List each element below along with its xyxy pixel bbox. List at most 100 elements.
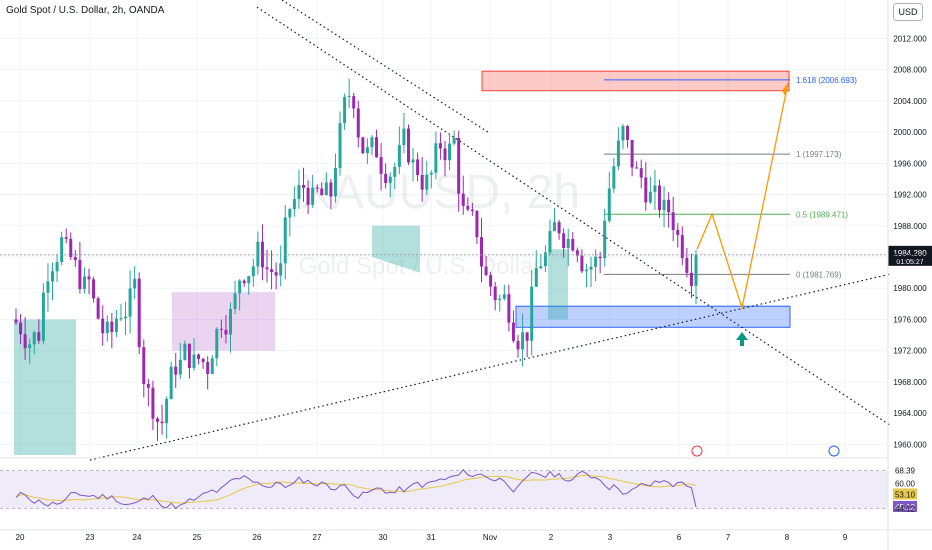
candle-body [489,275,493,287]
candle-body [671,212,675,230]
candle-body [219,328,223,330]
candle-body [320,188,324,196]
candle-body [429,172,433,175]
candle-body [228,308,232,335]
candle-body [484,266,488,276]
candle-body [55,262,59,272]
candle-body [361,137,365,154]
countdown-label: 01:05:27 [896,259,923,266]
candle-body [584,269,588,272]
candle-body [270,269,274,273]
fib-label: 1.618 (2006.693) [796,76,857,85]
event-icon [691,445,703,457]
support-zone [515,305,791,328]
time-tick-label: 31 [427,533,436,542]
candle-body [667,199,671,213]
time-tick-label: Nov [483,533,497,542]
candle-body [60,237,64,263]
candle-body [480,237,484,267]
candle-body [566,238,570,248]
candle-body [41,292,45,341]
candle-body [238,280,242,294]
candle-body [73,257,77,261]
candle-body [274,272,278,276]
candle-body [356,108,360,138]
candle-body [420,175,424,190]
candle-body [19,322,23,335]
candle-body [470,209,474,212]
current-price-label: 1984.280 [893,249,927,258]
candle-body [612,166,616,189]
rsi-axis-label: 44.12 [895,505,916,514]
currency-button[interactable]: USD [893,3,923,21]
candle-body [247,276,251,284]
candle-body [256,241,260,267]
trend-fill-2 [372,225,420,273]
candle-body [101,318,105,334]
candle-body [82,276,86,290]
candle-body [87,276,91,280]
candle-body [155,418,159,422]
rsi-axis-label: 53.10 [895,490,916,499]
watermark-symbol: XAUUSD, 2h [300,166,580,219]
candle-body [525,332,529,341]
candle-body [616,140,620,167]
candle-body [210,358,214,374]
candle-body [242,280,246,284]
rsi-tag [893,488,917,500]
candle-body [343,96,347,124]
time-tick-label: 30 [379,533,388,542]
candle-body [388,176,392,184]
candle-body [260,241,264,268]
candle-body [662,199,666,211]
watermark-name: Gold Spot / U.S. Dollar [299,253,542,280]
projection [691,82,840,457]
candle-body [548,231,552,253]
price-tick-label: 1976.000 [893,315,927,324]
time-tick-label: 24 [133,533,142,542]
candle-body [288,209,292,218]
candle-body [543,252,547,267]
time-tick-label: 27 [313,533,322,542]
candle-body [197,354,201,359]
time-tick-label: 20 [16,533,25,542]
candle-body [64,237,68,239]
candle-body [375,137,379,158]
chart-title: Gold Spot / U.S. Dollar, 2h, OANDA [6,5,165,16]
candle-body [151,387,155,419]
candle-body [511,322,515,341]
candle-body [46,281,50,293]
resistance-zone [481,70,790,92]
candle-body [644,177,648,203]
time-tick-label: 7 [726,533,731,542]
candle-body [562,233,566,248]
zones [14,70,791,455]
candle-body [452,138,456,144]
price-tick-label: 1960.000 [893,440,927,449]
candle-body [133,278,137,289]
fib-label: 1 (1997.173) [796,150,842,159]
candle-body [306,187,310,205]
candle-body [553,222,557,232]
trendline-descending-ext [281,0,489,133]
candle-body [297,184,301,200]
time-tick-label: 6 [677,533,682,542]
trend-fill-1 [14,319,76,455]
candle-body [648,191,652,203]
candle-body [416,159,420,176]
price-tick-label: 2004.000 [893,97,927,106]
rsi-axis-label: 68.39 [895,467,916,476]
candle-body [466,205,470,210]
candle-body [78,260,82,290]
trend-fill-3 [548,249,568,320]
candle-body [676,229,680,236]
candle-body [96,298,100,319]
price-tick-label: 1980.000 [893,284,927,293]
candle-body [384,173,388,184]
candle-body [315,187,319,189]
candle-body [402,128,406,146]
candle-body [630,139,634,168]
